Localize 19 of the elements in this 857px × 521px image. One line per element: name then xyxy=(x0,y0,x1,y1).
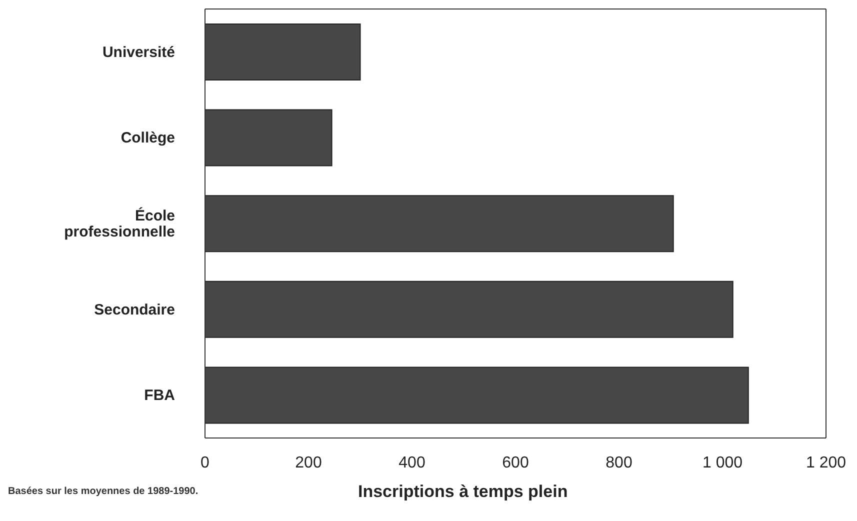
y-tick-label: Collège xyxy=(120,129,175,146)
x-tick-label: 0 xyxy=(200,454,210,472)
x-axis-title: Inscriptions à temps plein xyxy=(358,482,568,502)
bar xyxy=(205,109,332,166)
y-tick-label: FBA xyxy=(144,386,176,404)
y-tick-label: Université xyxy=(102,43,175,60)
bar xyxy=(205,195,674,252)
x-tick-label: 600 xyxy=(502,454,529,472)
y-tick-label: Secondaire xyxy=(94,300,175,318)
x-tick-label: 800 xyxy=(606,454,632,472)
x-tick-label: 400 xyxy=(398,454,426,472)
x-tick-label: 200 xyxy=(295,454,322,472)
bar xyxy=(205,24,361,80)
text: Basées sur les moyennes de 1989-1990. xyxy=(8,486,198,497)
y-tick-label: École professionnelle xyxy=(64,206,175,240)
x-tick-label: 1 200 xyxy=(806,454,846,472)
x-tick-label: 1 000 xyxy=(702,454,743,472)
bar xyxy=(205,280,734,338)
bar xyxy=(205,366,749,424)
